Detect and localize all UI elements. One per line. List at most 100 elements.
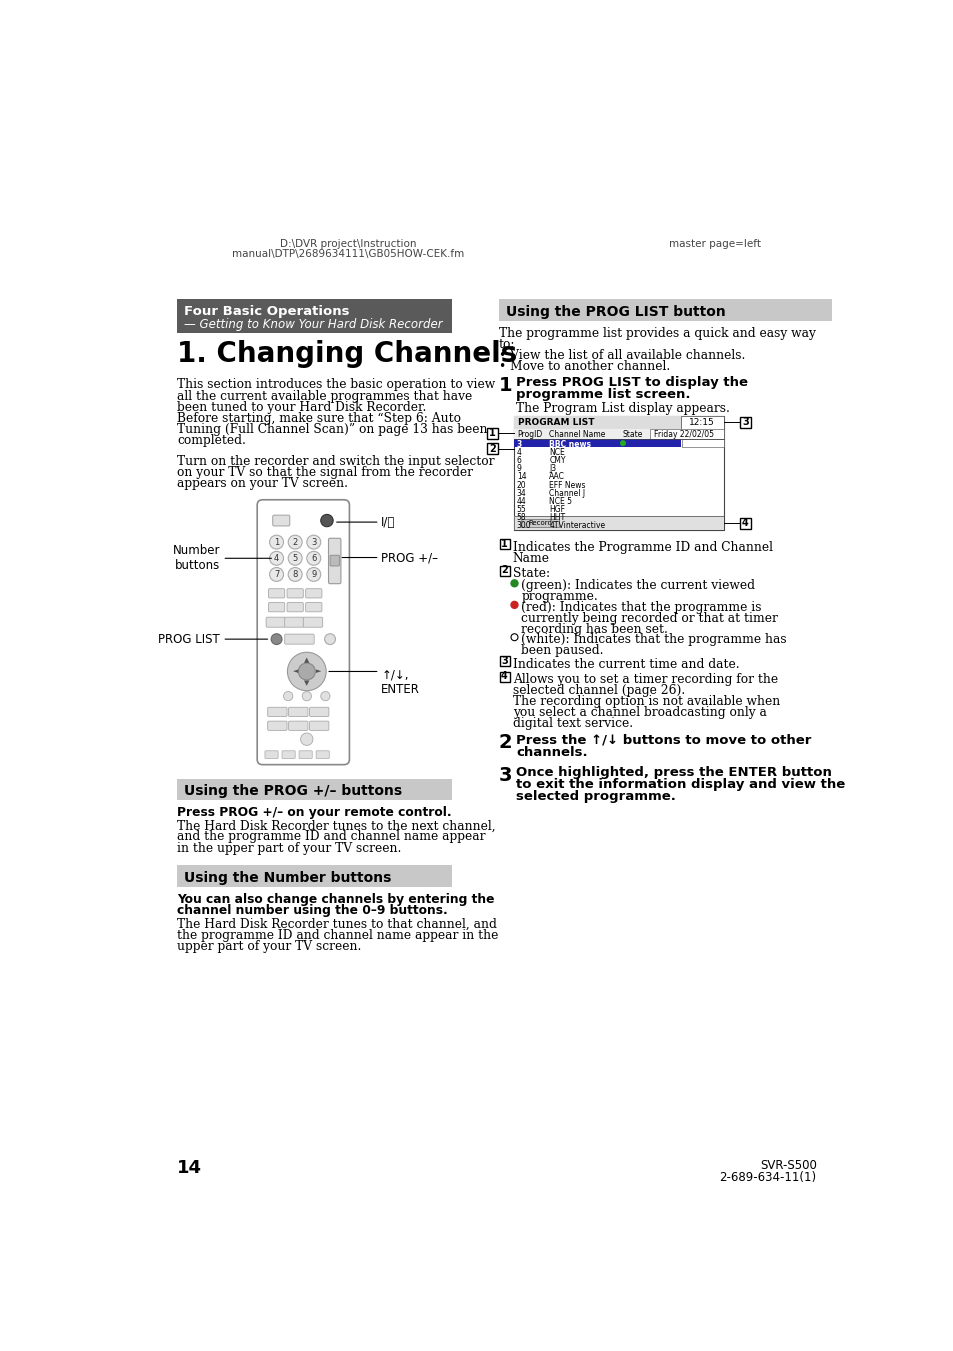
FancyBboxPatch shape [268, 589, 284, 598]
FancyBboxPatch shape [305, 603, 321, 612]
Circle shape [298, 663, 315, 680]
Text: ↑/↓,
ENTER: ↑/↓, ENTER [381, 669, 419, 696]
Text: on your TV so that the signal from the recorder: on your TV so that the signal from the r… [177, 466, 473, 478]
Text: NCE: NCE [549, 449, 564, 457]
Text: HHT: HHT [549, 513, 565, 521]
Text: 4: 4 [517, 449, 521, 457]
Text: 58: 58 [517, 513, 526, 521]
Text: You can also change channels by entering the: You can also change channels by entering… [177, 893, 495, 907]
Circle shape [288, 551, 302, 565]
Circle shape [302, 692, 311, 701]
Text: 2: 2 [293, 538, 297, 547]
Text: 14: 14 [517, 473, 526, 481]
Text: Four Basic Operations: Four Basic Operations [184, 304, 350, 317]
Circle shape [300, 734, 313, 746]
FancyBboxPatch shape [309, 721, 329, 731]
Text: programme list screen.: programme list screen. [516, 389, 690, 401]
FancyBboxPatch shape [268, 603, 284, 612]
FancyBboxPatch shape [289, 708, 308, 716]
Text: Once highlighted, press the ENTER button: Once highlighted, press the ENTER button [516, 766, 831, 778]
Bar [498, 299, 831, 320]
Text: D:\DVR project\Instruction: D:\DVR project\Instruction [279, 239, 416, 249]
Circle shape [287, 653, 326, 690]
Text: EFF News: EFF News [549, 481, 585, 489]
Text: Indicates the current time and date.: Indicates the current time and date. [513, 658, 739, 671]
FancyBboxPatch shape [284, 634, 314, 644]
FancyBboxPatch shape [330, 555, 339, 566]
FancyBboxPatch shape [266, 617, 285, 627]
Text: manual\DTP\2689634111\GB05HOW-CEK.fm: manual\DTP\2689634111\GB05HOW-CEK.fm [232, 249, 463, 259]
FancyBboxPatch shape [265, 751, 278, 758]
Text: and the programme ID and channel name appear: and the programme ID and channel name ap… [177, 831, 485, 843]
Text: 2: 2 [489, 443, 496, 454]
Text: (green): Indicates the current viewed: (green): Indicates the current viewed [521, 580, 755, 593]
Text: selected channel (page 26).: selected channel (page 26). [513, 684, 684, 697]
Text: to exit the information display and view the: to exit the information display and view… [516, 778, 844, 792]
Bar [487, 443, 497, 454]
Text: 55: 55 [517, 505, 526, 513]
Text: 4: 4 [274, 554, 279, 563]
Bar [514, 516, 723, 530]
Text: State: State [622, 430, 642, 439]
FancyBboxPatch shape [282, 751, 294, 758]
Text: 2: 2 [500, 565, 507, 576]
Text: ProgID: ProgID [517, 430, 541, 439]
Text: Press PROG +/– on your remote control.: Press PROG +/– on your remote control. [177, 807, 452, 819]
Bar [499, 566, 509, 576]
Text: Turn on the recorder and switch the input selector: Turn on the recorder and switch the inpu… [177, 455, 495, 467]
Text: 2: 2 [498, 734, 512, 753]
Text: I/⏻: I/⏻ [381, 516, 395, 528]
Text: 3: 3 [500, 657, 507, 666]
Text: 3: 3 [517, 440, 521, 449]
Bar [514, 439, 680, 447]
Text: Name: Name [513, 551, 549, 565]
Circle shape [270, 567, 283, 581]
FancyBboxPatch shape [268, 721, 287, 731]
Circle shape [270, 551, 283, 565]
Bar [499, 657, 509, 666]
Text: The Hard Disk Recorder tunes to that channel, and: The Hard Disk Recorder tunes to that cha… [177, 917, 497, 931]
Text: channel number using the 0–9 buttons.: channel number using the 0–9 buttons. [177, 904, 448, 917]
FancyBboxPatch shape [287, 589, 303, 598]
FancyBboxPatch shape [284, 617, 304, 627]
Text: (red): Indicates that the programme is: (red): Indicates that the programme is [521, 601, 761, 613]
Text: 3: 3 [498, 766, 512, 785]
Text: 7: 7 [274, 570, 279, 580]
FancyBboxPatch shape [287, 603, 303, 612]
Text: PROG +/–: PROG +/– [381, 551, 437, 563]
Bar [514, 416, 723, 428]
Text: 12:15: 12:15 [688, 417, 714, 427]
Text: 9: 9 [311, 570, 316, 580]
Text: ▼: ▼ [304, 680, 309, 686]
Text: Using the PROG LIST button: Using the PROG LIST button [505, 304, 725, 319]
Circle shape [270, 535, 283, 549]
Text: channels.: channels. [516, 746, 587, 759]
FancyBboxPatch shape [289, 721, 308, 731]
Circle shape [271, 634, 282, 644]
Text: currently being recorded or that at timer: currently being recorded or that at time… [521, 612, 778, 624]
FancyBboxPatch shape [298, 751, 312, 758]
Text: the programme ID and channel name appear in the: the programme ID and channel name appear… [177, 928, 498, 942]
Text: Tuning (Full Channel Scan)” on page 13 has been: Tuning (Full Channel Scan)” on page 13 h… [177, 423, 487, 436]
Circle shape [320, 515, 333, 527]
Text: Indicates the Programme ID and Channel: Indicates the Programme ID and Channel [513, 540, 772, 554]
Circle shape [620, 440, 624, 446]
Text: — Getting to Know Your Hard Disk Recorder: — Getting to Know Your Hard Disk Recorde… [184, 319, 442, 331]
Text: 1: 1 [500, 539, 507, 549]
Text: Allows you to set a timer recording for the: Allows you to set a timer recording for … [513, 673, 778, 686]
Bar [681, 439, 723, 447]
Bar [499, 671, 509, 682]
Text: SVR-S500: SVR-S500 [760, 1159, 816, 1173]
Text: The programme list provides a quick and easy way: The programme list provides a quick and … [498, 327, 815, 340]
Text: programme.: programme. [521, 590, 598, 604]
Text: Before starting, make sure that “Step 6: Auto: Before starting, make sure that “Step 6:… [177, 412, 461, 426]
Text: The Program List display appears.: The Program List display appears. [516, 403, 729, 415]
Text: Number
buttons: Number buttons [172, 544, 220, 573]
Circle shape [307, 567, 320, 581]
Text: J3: J3 [549, 465, 556, 473]
Text: been paused.: been paused. [521, 644, 603, 657]
Circle shape [307, 535, 320, 549]
Text: 8: 8 [293, 570, 297, 580]
Text: HGF: HGF [549, 505, 565, 513]
Text: 6: 6 [517, 457, 521, 465]
